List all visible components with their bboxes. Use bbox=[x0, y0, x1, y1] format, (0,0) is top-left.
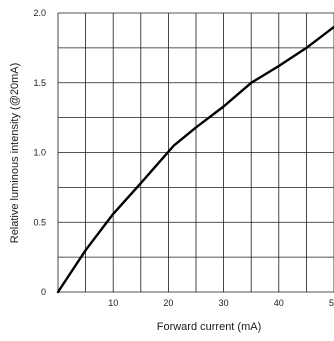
tick-labels: 10 20 30 40 50 0 0.5 1.0 1.5 2.0 bbox=[33, 8, 334, 308]
x-tick-label: 40 bbox=[274, 298, 284, 308]
y-tick-label: 0 bbox=[41, 287, 46, 297]
series-group bbox=[56, 25, 334, 294]
x-tick-label: 20 bbox=[163, 298, 173, 308]
series-line bbox=[56, 25, 334, 294]
y-tick-label: 1.5 bbox=[33, 78, 46, 88]
x-tick-label: 50 bbox=[329, 298, 334, 308]
x-tick-label: 10 bbox=[108, 298, 118, 308]
y-tick-label: 0.5 bbox=[33, 217, 46, 227]
x-axis-label: Forward current (mA) bbox=[157, 321, 262, 333]
grid bbox=[57, 12, 334, 293]
y-tick-label: 1.0 bbox=[33, 148, 46, 158]
y-tick-label: 2.0 bbox=[33, 8, 46, 18]
y-axis-label: Relative luminous intensity (@20mA) bbox=[9, 63, 21, 244]
x-tick-label: 30 bbox=[219, 298, 229, 308]
